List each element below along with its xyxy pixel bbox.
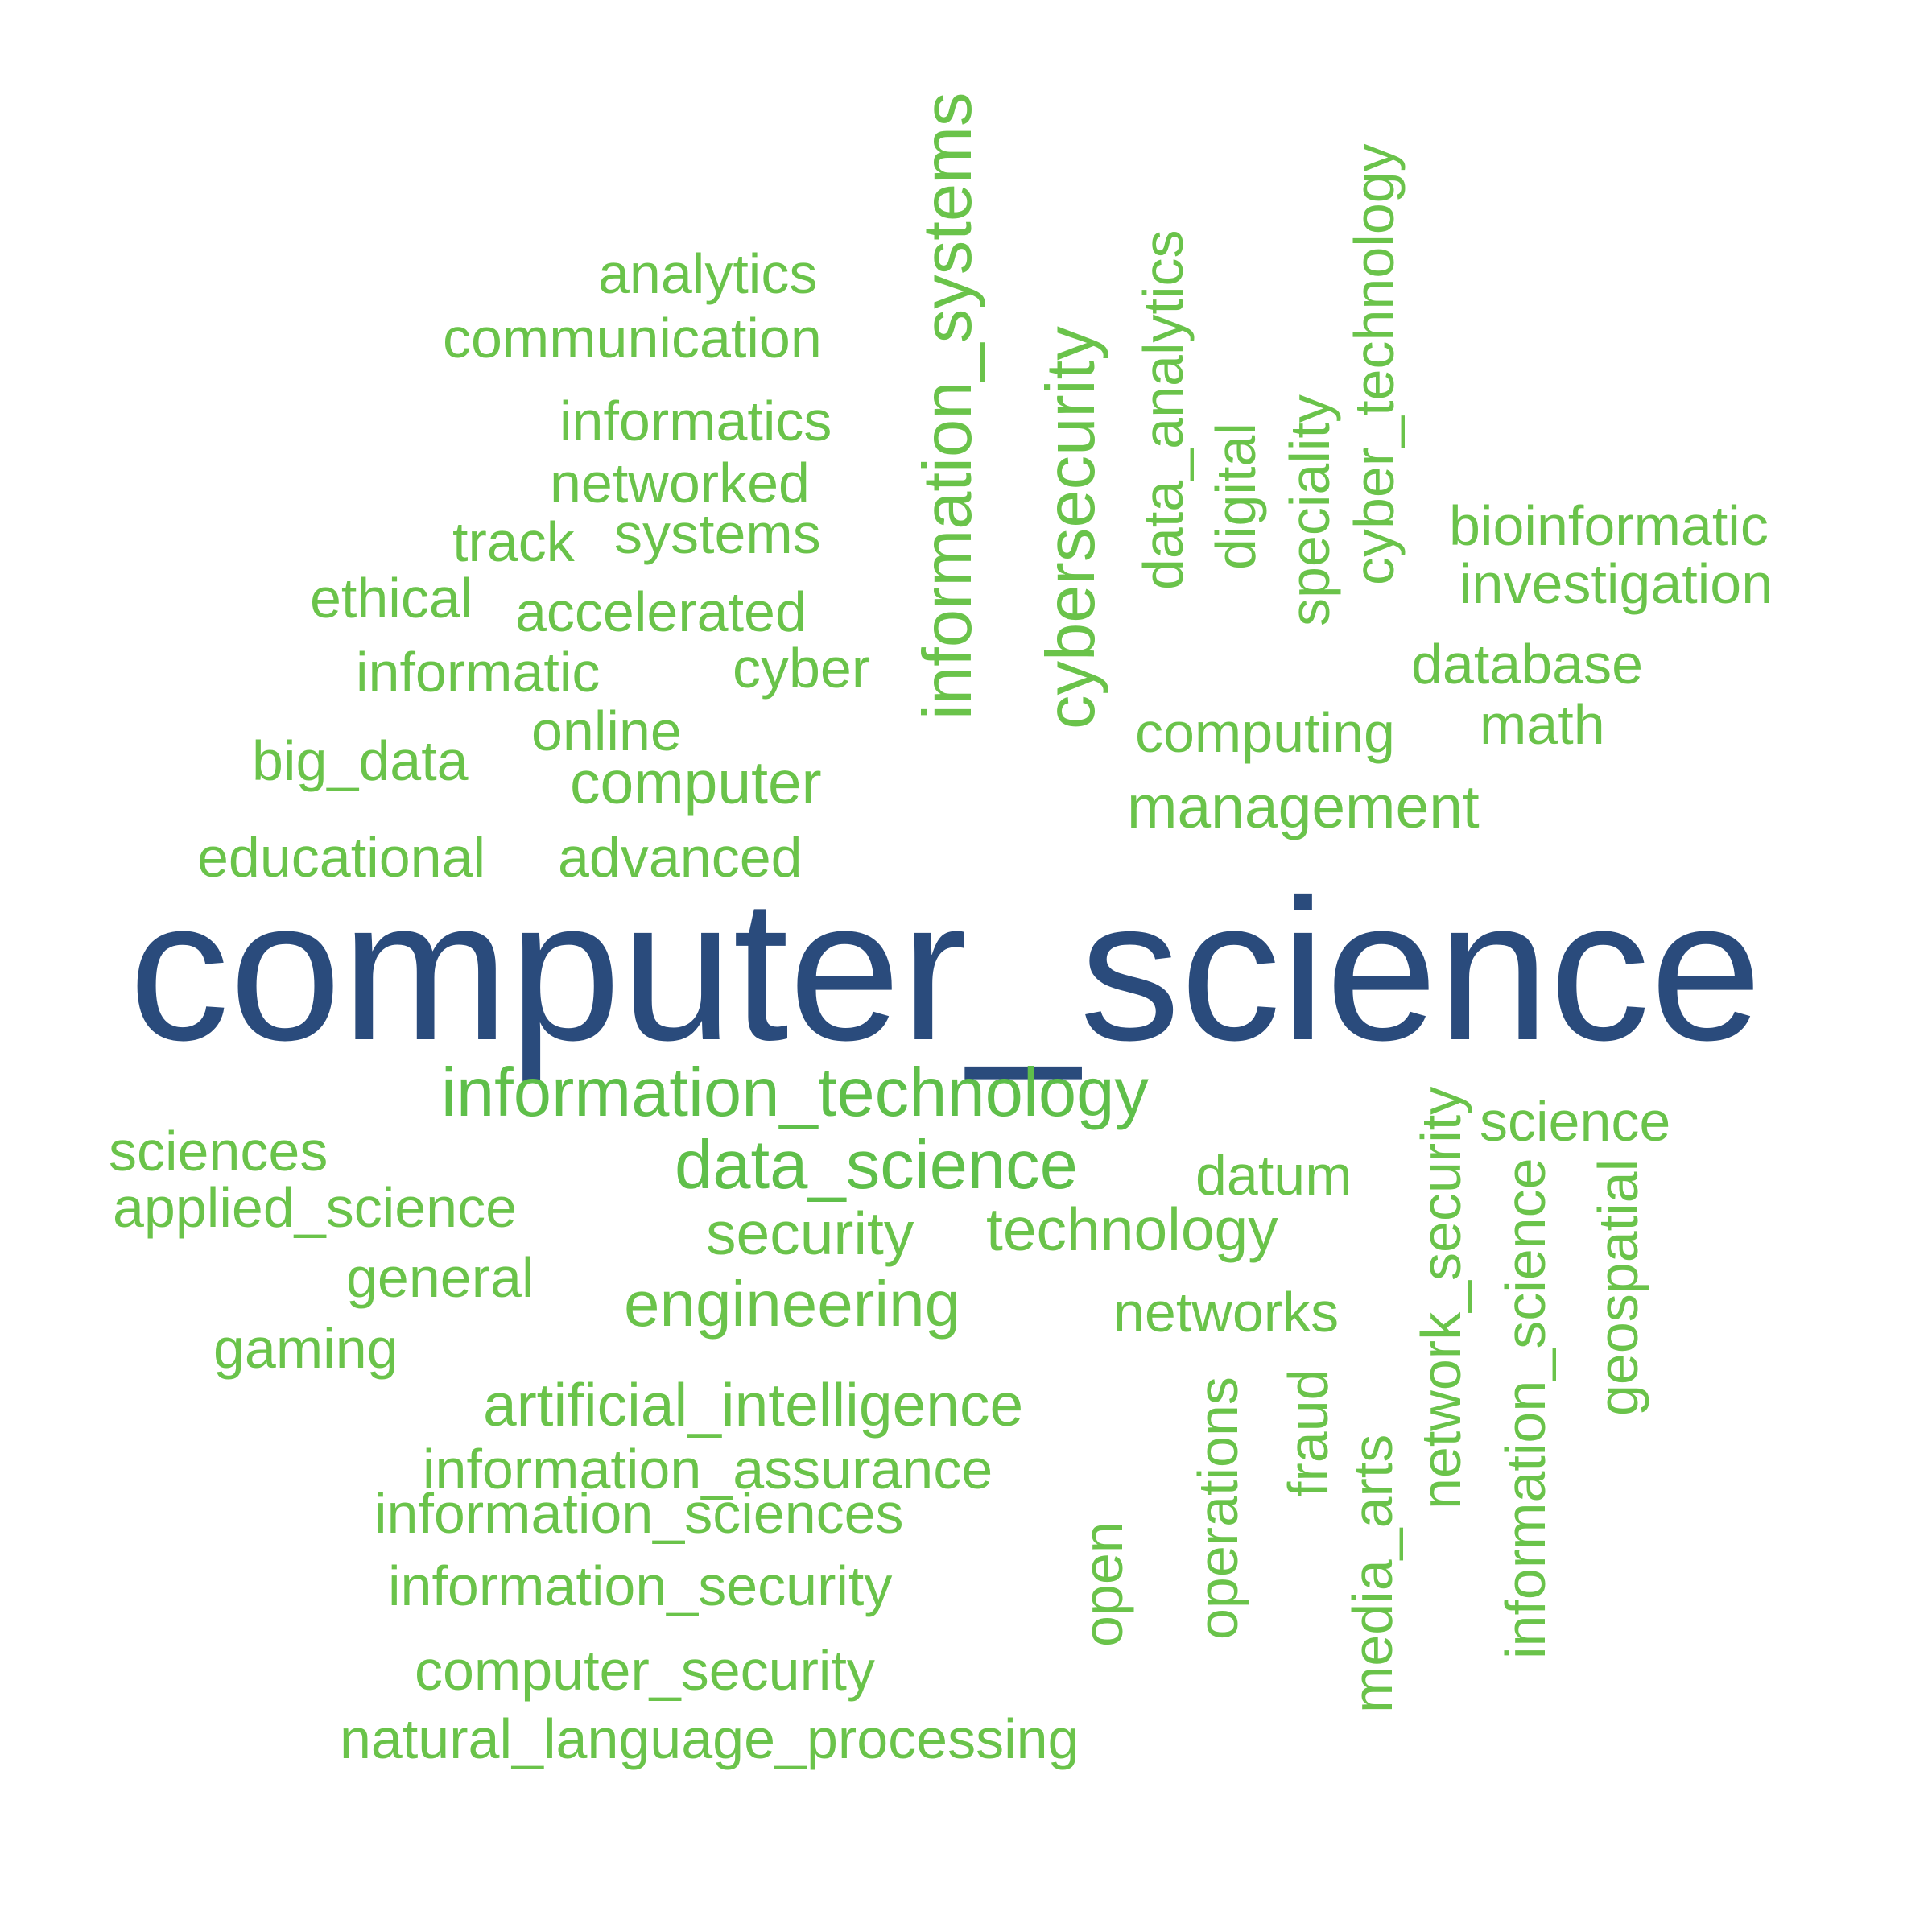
word-information-security: information_security (388, 1554, 893, 1617)
word-sciences: sciences (109, 1120, 328, 1183)
word-math: math (1480, 693, 1605, 756)
word-database: database (1411, 633, 1644, 696)
word-computer-security: computer_security (415, 1639, 875, 1702)
word-informatic: informatic (356, 641, 601, 704)
word-big-data: big_data (252, 729, 469, 792)
word-science: science (1480, 1090, 1671, 1153)
word-data-science: data_science (675, 1127, 1078, 1203)
word-information-assurance: information_assurance (423, 1438, 993, 1501)
word-information-science: information_science (1494, 1158, 1557, 1659)
word-educational: educational (197, 826, 486, 889)
word-networked: networked (550, 452, 810, 514)
word-ethical: ethical (310, 567, 473, 630)
word-management: management (1127, 773, 1480, 840)
word-accelerated: accelerated (515, 580, 807, 643)
word-track: track (452, 510, 575, 573)
word-computer: computer (570, 749, 822, 816)
word-applied-science: applied_science (113, 1176, 518, 1239)
word-operations: operations (1187, 1377, 1249, 1640)
word-security: security (706, 1199, 914, 1267)
word-general: general (346, 1246, 535, 1309)
word-analytics: analytics (598, 242, 818, 305)
word-geospatial: geospatial (1587, 1158, 1649, 1416)
word-online: online (531, 700, 682, 762)
word-information-systems: information_systems (910, 92, 986, 720)
word-natural-language-processing: natural_language_processing (340, 1707, 1080, 1770)
word-fraud: fraud (1277, 1368, 1340, 1497)
word-information-technology: information_technology (441, 1055, 1149, 1131)
word-computer-science: computer_science (129, 857, 1762, 1082)
word-open: open (1071, 1521, 1134, 1647)
word-technology: technology (986, 1195, 1278, 1263)
word-gaming: gaming (213, 1317, 398, 1380)
word-media-arts: media_arts (1341, 1434, 1404, 1713)
word-digital: digital (1204, 423, 1267, 570)
word-cybersecurity: cybersecurity (1033, 326, 1109, 729)
word-communication: communication (443, 307, 822, 369)
word-engineering: engineering (624, 1268, 961, 1340)
word-advanced: advanced (558, 826, 803, 889)
word-artificial-intelligence: artificial_intelligence (483, 1371, 1024, 1439)
word-information-sciences: information_sciences (374, 1482, 904, 1545)
word-speciality: speciality (1278, 394, 1341, 626)
word-systems: systems (614, 502, 821, 565)
word-networks: networks (1113, 1281, 1340, 1344)
word-bioinformatic: bioinformatic (1449, 494, 1769, 557)
word-data-analytics: data_analytics (1132, 229, 1195, 590)
word-cyber: cyber (733, 637, 871, 700)
word-cyber-technology: cyber_technology (1343, 143, 1406, 585)
word-informatics: informatics (559, 390, 832, 452)
word-computing: computing (1135, 701, 1395, 764)
word-network-security: network_security (1410, 1086, 1472, 1509)
word-datum: datum (1195, 1144, 1352, 1207)
word-investigation: investigation (1459, 552, 1773, 615)
